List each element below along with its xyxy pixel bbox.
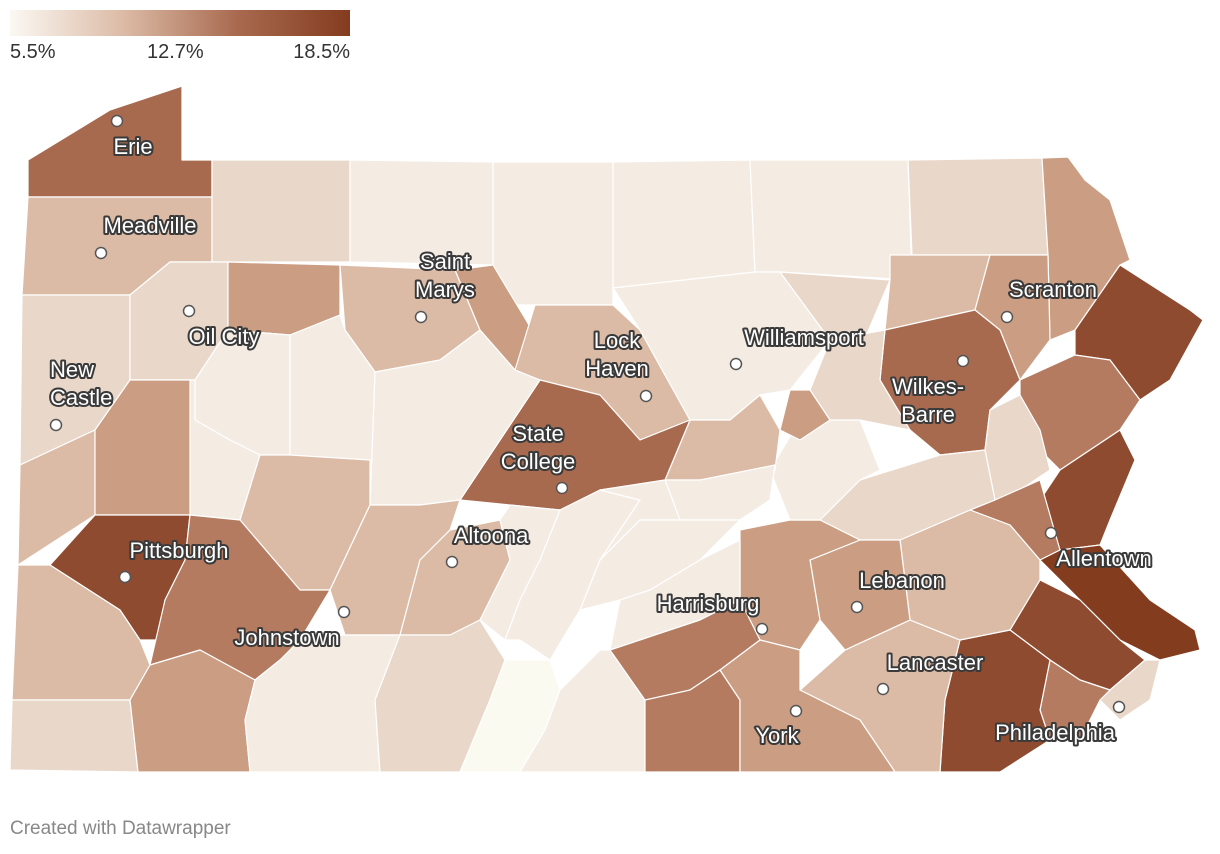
city-marker-pittsburgh[interactable]: [118, 570, 132, 584]
county-susquehanna[interactable]: [907, 157, 1049, 256]
city-marker-lancaster[interactable]: [876, 682, 890, 696]
county-warren[interactable]: [211, 159, 351, 263]
city-label-line: Castle: [50, 385, 112, 410]
county-bradford[interactable]: [749, 159, 913, 281]
city-marker-oil-city[interactable]: [182, 304, 196, 318]
city-label-line: Scranton: [1009, 277, 1097, 302]
city-label-oil-city: Oil City: [189, 324, 260, 349]
county-york[interactable]: [719, 639, 896, 773]
legend-max-label: 18.5%: [293, 41, 350, 63]
city-label-line: New: [50, 357, 94, 382]
city-marker-allentown[interactable]: [1044, 526, 1058, 540]
city-label-line: Williamsport: [744, 325, 864, 350]
county-tioga[interactable]: [612, 159, 756, 289]
county-lycoming[interactable]: [612, 271, 831, 421]
city-marker-meadville[interactable]: [94, 246, 108, 260]
city-label-line: Lancaster: [887, 650, 984, 675]
city-label-lebanon: Lebanon: [859, 568, 945, 593]
city-label-lock-haven: Lock Haven: [585, 328, 649, 381]
county-regions: [9, 85, 1204, 773]
pennsylvania-county-map: Erie Meadville Oil City New Castle Pittsburgh…: [9, 85, 1204, 773]
color-legend: 5.5% 12.7% 18.5%: [10, 10, 350, 64]
city-marker-philadelphia[interactable]: [1112, 700, 1126, 714]
city-marker-new-castle[interactable]: [49, 418, 63, 432]
city-label-line: Pittsburgh: [129, 538, 228, 563]
city-marker-lock-haven[interactable]: [639, 389, 653, 403]
attribution-credit: Created with Datawrapper: [10, 818, 231, 839]
city-label-new-castle: New Castle: [50, 357, 112, 410]
city-label-line: Johnstown: [234, 625, 339, 650]
county-bucks[interactable]: [1039, 544, 1201, 661]
city-marker-lebanon[interactable]: [850, 600, 864, 614]
city-label-line: Lebanon: [859, 568, 945, 593]
city-label-pittsburgh: Pittsburgh: [129, 538, 228, 563]
city-label-scranton: Scranton: [1009, 277, 1097, 302]
city-label-lancaster: Lancaster: [887, 650, 984, 675]
city-label-allentown: Allentown: [1056, 546, 1151, 571]
legend-mid-label: 12.7%: [147, 41, 204, 63]
city-marker-york[interactable]: [789, 704, 803, 718]
city-label-line: Allentown: [1056, 546, 1151, 571]
city-label-line: Lock: [594, 328, 641, 353]
legend-min-label: 5.5%: [10, 41, 56, 63]
city-label-line: Harrisburg: [657, 591, 760, 616]
city-marker-altoona[interactable]: [445, 555, 459, 569]
city-label-saint-marys: Saint Marys: [415, 249, 475, 302]
city-label-wilkes-barre: Wilkes- Barre: [892, 374, 964, 427]
city-label-johnstown: Johnstown: [234, 625, 339, 650]
city-label-line: Philadelphia: [995, 720, 1116, 745]
city-label-line: Oil City: [189, 324, 260, 349]
city-label-line: Wilkes-: [892, 374, 964, 399]
city-label-line: Erie: [113, 134, 152, 159]
county-beaver[interactable]: [94, 379, 191, 516]
city-markers: Erie Meadville Oil City New Castle Pittsburgh…: [48, 114, 1154, 750]
city-label-williamsport: Williamsport: [744, 325, 864, 350]
city-label-line: Marys: [415, 277, 475, 302]
city-label-line: State: [512, 421, 563, 446]
city-label-line: Haven: [585, 356, 649, 381]
city-label-york: York: [755, 723, 799, 748]
city-label-line: Barre: [901, 402, 955, 427]
city-label-state-college: State College: [501, 421, 576, 474]
city-label-line: Altoona: [454, 523, 529, 548]
city-label-meadville: Meadville: [104, 213, 197, 238]
city-marker-harrisburg[interactable]: [755, 622, 769, 636]
county-potter[interactable]: [492, 161, 614, 306]
city-label-altoona: Altoona: [454, 523, 529, 548]
city-marker-saint-marys[interactable]: [414, 310, 428, 324]
county-greene[interactable]: [9, 699, 139, 773]
city-marker-erie[interactable]: [110, 114, 124, 128]
city-label-philadelphia: Philadelphia: [995, 720, 1116, 745]
city-label-line: College: [501, 449, 576, 474]
city-marker-state-college[interactable]: [555, 481, 569, 495]
city-marker-johnstown[interactable]: [337, 605, 351, 619]
city-label-line: York: [755, 723, 799, 748]
county-montour[interactable]: [779, 389, 831, 441]
city-label-harrisburg: Harrisburg: [657, 591, 760, 616]
city-label-line: Saint: [420, 249, 470, 274]
city-label-line: Meadville: [104, 213, 197, 238]
legend-gradient-bar: [10, 10, 350, 36]
city-marker-wilkes-barre[interactable]: [956, 354, 970, 368]
city-label-erie: Erie: [113, 134, 152, 159]
county-berks[interactable]: [899, 509, 1041, 641]
city-marker-williamsport[interactable]: [729, 357, 743, 371]
city-marker-scranton[interactable]: [1000, 310, 1014, 324]
